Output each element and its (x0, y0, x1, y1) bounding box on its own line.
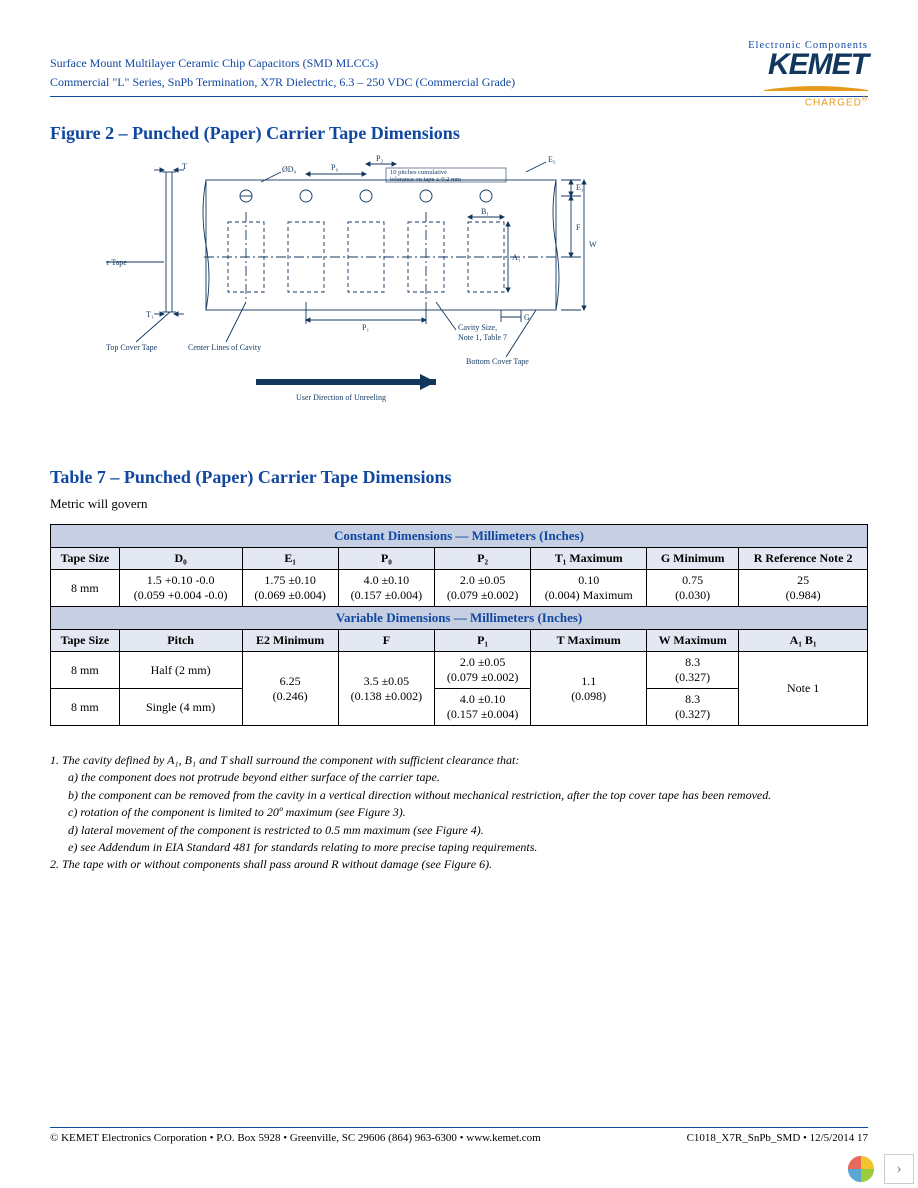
dim-A1: A₁ (512, 253, 521, 262)
dimensions-table: Constant Dimensions — Millimeters (Inche… (50, 524, 868, 726)
next-page-button[interactable]: › (884, 1154, 914, 1184)
note-line: a) the component does not protrude beyon… (50, 769, 868, 786)
logo-charged: CHARGED® (748, 96, 868, 108)
col-p2: P₂ (435, 548, 531, 570)
dim-B1: B₁ (481, 207, 489, 216)
label-user-direction: User Direction of Unreeling (296, 393, 386, 402)
figure-title: Figure 2 – Punched (Paper) Carrier Tape … (50, 123, 868, 144)
brand-logo: Electronic Components KEMET CHARGED® (748, 40, 868, 108)
label-pitch-note: 10 pitches cumulative (390, 169, 447, 176)
col-t1: T₁ Maximum (531, 548, 647, 570)
note-line: 1. The cavity defined by A₁, B₁ and T sh… (50, 752, 868, 769)
header-rule (50, 96, 868, 97)
label-bottom-cover-left: Bottom Cover Tape (106, 258, 127, 267)
dim-E2: E₂ (548, 155, 556, 164)
logo-swoosh (764, 85, 868, 91)
dim-P0: P₀ (331, 163, 338, 172)
pager: › (846, 1154, 914, 1184)
table-row: 8 mm Half (2 mm) 6.25(0.246) 3.5 ±0.05(0… (51, 652, 868, 689)
label-top-cover: Top Cover Tape (106, 343, 158, 352)
metric-note: Metric will govern (50, 496, 868, 512)
dim-P1: P₁ (362, 323, 369, 332)
note-line: c) rotation of the component is limited … (50, 804, 868, 821)
dim-F: F (576, 223, 581, 232)
dim-D0: ØD₀ (282, 165, 297, 174)
col-g: G Minimum (647, 548, 739, 570)
col-e1: E₁ (242, 548, 338, 570)
note-line: 2. The tape with or without components s… (50, 856, 868, 873)
col-tape-size: Tape Size (51, 548, 120, 570)
label-pitch-tol: tolerance on tape ± 0.2 mm (390, 176, 461, 183)
dim-T: T (182, 162, 187, 171)
figure-diagram: T T₁ Bottom Cover Tape Top Cover Tape (106, 152, 868, 427)
pinwheel-icon (846, 1154, 876, 1184)
doc-header-line-1: Surface Mount Multilayer Ceramic Chip Ca… (50, 56, 868, 71)
label-bottom-cover-right: Bottom Cover Tape (466, 357, 529, 366)
constant-heading: Constant Dimensions — Millimeters (Inche… (51, 525, 868, 548)
col-r: R Reference Note 2 (739, 548, 868, 570)
footer-left: © KEMET Electronics Corporation • P.O. B… (50, 1132, 541, 1144)
table-row: 8 mm 1.5 +0.10 -0.0(0.059 +0.004 -0.0) 1… (51, 570, 868, 607)
label-note1: Note 1, Table 7 (458, 333, 507, 342)
dim-T1: T₁ (146, 310, 154, 319)
logo-brand: KEMET (748, 51, 868, 78)
dim-P2: P₂ (376, 154, 383, 163)
col-d0: D₀ (119, 548, 242, 570)
notes-block: 1. The cavity defined by A₁, B₁ and T sh… (50, 752, 868, 874)
note-line: b) the component can be removed from the… (50, 787, 868, 804)
variable-heading: Variable Dimensions — Millimeters (Inche… (51, 607, 868, 630)
label-cavity-size: Cavity Size, (458, 323, 497, 332)
page-footer: © KEMET Electronics Corporation • P.O. B… (50, 1122, 868, 1145)
note-line: d) lateral movement of the component is … (50, 822, 868, 839)
doc-header-line-2: Commercial "L" Series, SnPb Termination,… (50, 75, 868, 90)
footer-right: C1018_X7R_SnPb_SMD • 12/5/2014 17 (687, 1132, 868, 1144)
col-p0: P₀ (338, 548, 434, 570)
label-center-lines: Center Lines of Cavity (188, 343, 261, 352)
table-title: Table 7 – Punched (Paper) Carrier Tape D… (50, 467, 868, 488)
note-line: e) see Addendum in EIA Standard 481 for … (50, 839, 868, 856)
dim-W: W (589, 240, 597, 249)
